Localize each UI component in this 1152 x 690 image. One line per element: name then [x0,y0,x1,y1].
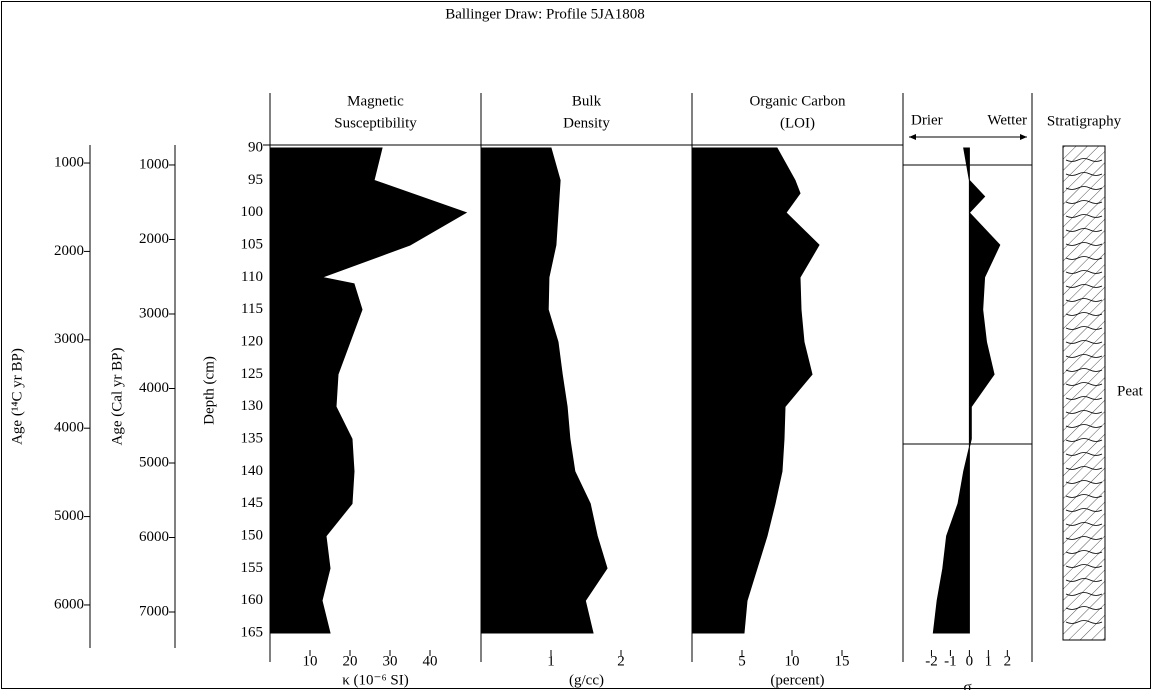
x-tick-label: -2 [925,653,938,669]
y-tick-label: 95 [248,172,263,188]
y-tick-label: 4000 [54,420,84,436]
y-tick-label: 105 [241,236,264,252]
x-tick-label: 10 [785,653,800,669]
y-tick-label: 110 [241,269,263,285]
x-tick-label: 10 [303,653,318,669]
y-tick-label: 1000 [54,154,84,170]
y-tick-label: 155 [241,560,264,576]
x-tick-label: 2 [617,653,625,669]
profile-area [692,148,819,633]
y-tick-label: 4000 [139,380,169,396]
y-tick-label: 2000 [139,231,169,247]
y-axis-label: Depth (cm) [201,356,217,425]
y-tick-label: 5000 [54,508,84,524]
annotation: Wetter [987,112,1027,128]
x-tick-label: 1 [985,653,993,669]
y-axis-label: Age (Cal yr BP) [109,348,125,446]
x-tick-label: 15 [835,653,850,669]
y-tick-label: 125 [241,366,264,382]
y-tick-label: 160 [241,592,264,608]
stratigraphy-label: Peat [1117,383,1144,399]
stratigraphy-column [1063,146,1105,640]
x-tick-label: 5 [738,653,746,669]
stratigraphy-title: Stratigraphy [1047,113,1122,129]
x-tick-label: 30 [383,653,398,669]
y-tick-label: 1000 [139,156,169,172]
x-axis-label: κ (10⁻⁶ SI) [342,672,409,688]
y-tick-label: 140 [241,463,264,479]
y-tick-label: 5000 [139,454,169,470]
x-tick-label: 1 [547,653,555,669]
y-tick-label: 3000 [54,331,84,347]
x-axis-label: (percent) [770,672,824,688]
y-tick-label: 100 [241,204,264,220]
chart-title: Ballinger Draw: Profile 5JA1808 [445,6,645,22]
annotation: Drier [911,112,943,128]
x-axis-label: σ [963,679,971,690]
y-tick-label: 2000 [54,243,84,259]
x-tick-label: 40 [423,653,438,669]
x-tick-label: 2 [1004,653,1012,669]
y-axis-label: Age (¹⁴C yr BP) [9,348,25,445]
y-tick-label: 90 [248,139,263,155]
y-tick-label: 145 [241,495,264,511]
x-tick-label: 0 [966,653,974,669]
y-tick-label: 130 [241,398,264,414]
panel-title: (LOI) [780,115,815,131]
y-tick-label: 120 [241,333,264,349]
x-axis-label: (g/cc) [569,672,604,688]
panel-title: Density [563,115,610,131]
y-tick-label: 150 [241,527,264,543]
y-tick-label: 115 [241,301,263,317]
chart: Ballinger Draw: Profile 5JA1808 Stratigr… [0,0,1152,690]
y-tick-label: 135 [241,430,264,446]
panel-title: Organic Carbon [750,93,846,109]
panel-title: Magnetic [347,93,404,109]
x-tick-label: 20 [343,653,358,669]
profile-area [933,148,999,633]
y-tick-label: 165 [241,624,264,640]
y-tick-label: 3000 [139,305,169,321]
y-tick-label: 6000 [54,596,84,612]
panel-title: Bulk [572,93,602,109]
x-tick-label: -1 [944,653,957,669]
profile-area [481,148,607,633]
y-tick-label: 6000 [139,529,169,545]
panel-title: Susceptibility [334,115,417,131]
y-tick-label: 7000 [139,603,169,619]
profile-area [270,148,466,633]
